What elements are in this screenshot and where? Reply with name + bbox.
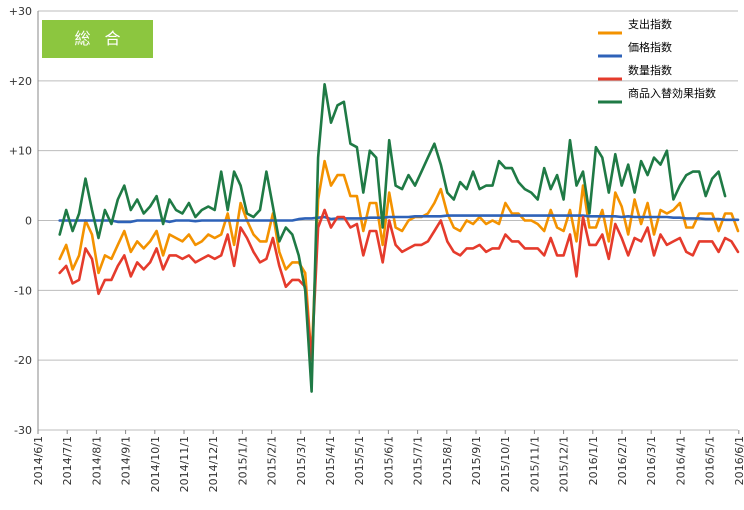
x-tick-label: 2014/8/1	[90, 436, 103, 485]
x-tick-label: 2015/2/1	[266, 436, 279, 485]
x-tick-label: 2014/11/1	[178, 436, 191, 492]
y-tick-label: -10	[14, 284, 32, 297]
x-tick-label: 2016/3/1	[645, 436, 658, 485]
legend-label: 数量指数	[628, 63, 672, 77]
series-line-1	[58, 214, 740, 224]
x-tick-label: 2015/11/1	[528, 436, 541, 492]
series-lines	[58, 83, 740, 393]
y-axis-labels: +30 +20 +10 0 -10 -20 -30	[9, 5, 32, 437]
x-axis-labels: 2014/6/1 2014/7/1 2014/8/1 2014/9/1 2014/10/…	[32, 430, 744, 492]
x-tick-label: 2014/9/1	[120, 436, 133, 485]
y-tick-label: +20	[9, 75, 32, 88]
x-tick-label: 2014/6/1	[32, 436, 45, 485]
y-tick-label: 0	[25, 215, 32, 228]
x-tick-label: 2016/5/1	[704, 436, 717, 485]
x-tick-label: 2015/6/1	[382, 436, 395, 485]
y-tick-label: -20	[14, 354, 32, 367]
total-badge: 総合	[42, 20, 153, 58]
x-tick-label: 2015/8/1	[441, 436, 454, 485]
legend-label: 価格指数	[628, 40, 672, 54]
x-tick-label: 2015/10/1	[499, 436, 512, 492]
y-tick-label: +30	[9, 5, 32, 18]
x-tick-label: 2015/4/1	[324, 436, 337, 485]
x-tick-label: 2015/9/1	[470, 436, 483, 485]
x-tick-label: 2015/3/1	[295, 436, 308, 485]
x-tick-label: 2015/7/1	[412, 436, 425, 485]
series-line-3	[58, 83, 727, 393]
legend-label: 商品入替効果指数	[628, 86, 716, 100]
x-tick-label: 2016/1/1	[587, 436, 600, 485]
x-tick-label: 2016/6/1	[733, 436, 744, 485]
x-tick-label: 2014/7/1	[61, 436, 74, 485]
series-line-2	[58, 208, 740, 362]
x-tick-label: 2014/12/1	[207, 436, 220, 492]
series-line-0	[58, 159, 740, 362]
x-tick-label: 2016/4/1	[674, 436, 687, 485]
x-tick-label: 2016/2/1	[616, 436, 629, 485]
y-tick-label: -30	[14, 424, 32, 437]
legend-label: 支出指数	[628, 17, 672, 31]
x-tick-label: 2015/1/1	[236, 436, 249, 485]
x-tick-label: 2015/5/1	[353, 436, 366, 485]
x-tick-label: 2015/12/1	[558, 436, 571, 492]
x-tick-label: 2014/10/1	[149, 436, 162, 492]
y-tick-label: +10	[9, 145, 32, 158]
